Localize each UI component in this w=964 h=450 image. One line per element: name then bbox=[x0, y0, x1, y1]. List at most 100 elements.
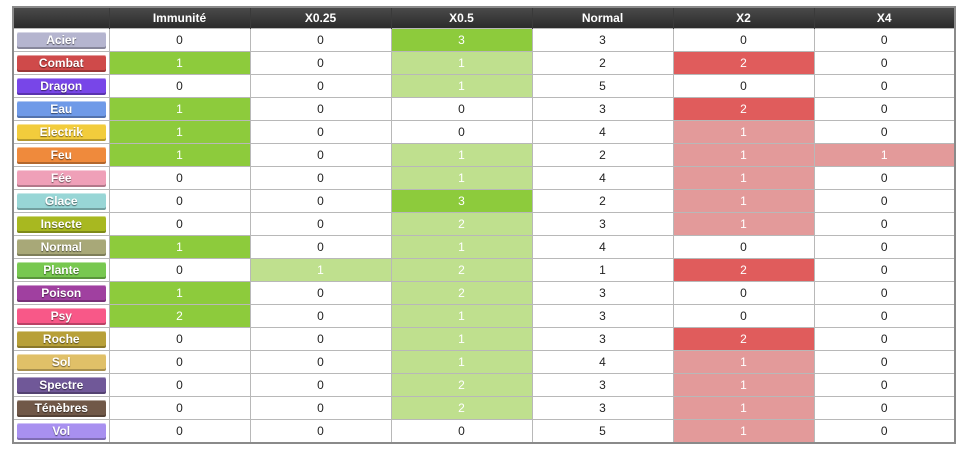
value-cell: 0 bbox=[108, 189, 251, 213]
value-cell: 2 bbox=[390, 212, 533, 236]
value-cell: 2 bbox=[390, 373, 533, 397]
type-cell: Combat bbox=[12, 51, 110, 75]
value-cell: 0 bbox=[813, 327, 956, 351]
table-row: Spectre 0 0 2 3 1 0 bbox=[12, 373, 956, 397]
value-cell: 0 bbox=[108, 258, 251, 282]
value-cell: 0 bbox=[249, 235, 392, 259]
value-cell: 0 bbox=[249, 51, 392, 75]
value-cell: 0 bbox=[672, 235, 815, 259]
value-cell: 0 bbox=[813, 189, 956, 213]
value-cell: 1 bbox=[672, 189, 815, 213]
table-row: Acier 0 0 3 3 0 0 bbox=[12, 28, 956, 52]
value-cell: 1 bbox=[390, 51, 533, 75]
value-cell: 3 bbox=[531, 97, 674, 121]
value-cell: 5 bbox=[531, 74, 674, 98]
value-cell: 1 bbox=[390, 304, 533, 328]
value-cell: 1 bbox=[390, 74, 533, 98]
header-immunite: Immunité bbox=[109, 7, 251, 29]
value-cell: 3 bbox=[531, 281, 674, 305]
type-cell: Eau bbox=[12, 97, 110, 121]
table-row: Electrik 1 0 0 4 1 0 bbox=[12, 120, 956, 144]
value-cell: 0 bbox=[108, 28, 251, 52]
value-cell: 0 bbox=[249, 327, 392, 351]
value-cell: 1 bbox=[108, 97, 251, 121]
table-row: Combat 1 0 1 2 2 0 bbox=[12, 51, 956, 75]
type-badge: Eau bbox=[17, 100, 106, 118]
value-cell: 1 bbox=[108, 51, 251, 75]
value-cell: 0 bbox=[249, 373, 392, 397]
type-cell: Psy bbox=[12, 304, 110, 328]
value-cell: 0 bbox=[108, 419, 251, 444]
header-x4: X4 bbox=[814, 7, 956, 29]
value-cell: 0 bbox=[108, 327, 251, 351]
value-cell: 0 bbox=[813, 419, 956, 444]
value-cell: 4 bbox=[531, 166, 674, 190]
value-cell: 0 bbox=[249, 304, 392, 328]
value-cell: 3 bbox=[531, 396, 674, 420]
value-cell: 0 bbox=[813, 166, 956, 190]
value-cell: 0 bbox=[249, 212, 392, 236]
value-cell: 3 bbox=[531, 304, 674, 328]
value-cell: 0 bbox=[249, 166, 392, 190]
value-cell: 0 bbox=[390, 97, 533, 121]
value-cell: 2 bbox=[531, 189, 674, 213]
type-cell: Spectre bbox=[12, 373, 110, 397]
header-row: Immunité X0.25 X0.5 Normal X2 X4 bbox=[13, 7, 956, 29]
value-cell: 0 bbox=[672, 28, 815, 52]
value-cell: 0 bbox=[813, 120, 956, 144]
type-badge: Dragon bbox=[17, 77, 106, 95]
table-row: Insecte 0 0 2 3 1 0 bbox=[12, 212, 956, 236]
table-row: Normal 1 0 1 4 0 0 bbox=[12, 235, 956, 259]
value-cell: 1 bbox=[672, 166, 815, 190]
value-cell: 3 bbox=[390, 189, 533, 213]
value-cell: 3 bbox=[531, 373, 674, 397]
value-cell: 0 bbox=[108, 396, 251, 420]
table-row: Roche 0 0 1 3 2 0 bbox=[12, 327, 956, 351]
type-badge: Vol bbox=[17, 422, 106, 440]
value-cell: 4 bbox=[531, 120, 674, 144]
value-cell: 1 bbox=[672, 373, 815, 397]
value-cell: 0 bbox=[108, 373, 251, 397]
type-cell: Ténèbres bbox=[12, 396, 110, 420]
type-badge: Sol bbox=[17, 353, 106, 371]
value-cell: 1 bbox=[108, 120, 251, 144]
type-coverage-table: Immunité X0.25 X0.5 Normal X2 X4 Acier 0 0… bbox=[12, 6, 956, 444]
value-cell: 1 bbox=[390, 327, 533, 351]
type-badge: Acier bbox=[17, 31, 106, 49]
table-row: Vol 0 0 0 5 1 0 bbox=[12, 419, 956, 444]
value-cell: 1 bbox=[672, 350, 815, 374]
type-badge: Glace bbox=[17, 192, 106, 210]
value-cell: 1 bbox=[672, 419, 815, 444]
value-cell: 3 bbox=[531, 212, 674, 236]
value-cell: 0 bbox=[672, 304, 815, 328]
value-cell: 0 bbox=[249, 143, 392, 167]
table-row: Feu 1 0 1 2 1 1 bbox=[12, 143, 956, 167]
type-badge: Psy bbox=[17, 307, 106, 325]
type-badge: Electrik bbox=[17, 123, 106, 141]
value-cell: 2 bbox=[390, 281, 533, 305]
value-cell: 0 bbox=[813, 28, 956, 52]
value-cell: 0 bbox=[672, 74, 815, 98]
type-cell: Poison bbox=[12, 281, 110, 305]
type-cell: Dragon bbox=[12, 74, 110, 98]
value-cell: 2 bbox=[390, 258, 533, 282]
value-cell: 0 bbox=[108, 74, 251, 98]
value-cell: 1 bbox=[531, 258, 674, 282]
value-cell: 2 bbox=[531, 51, 674, 75]
header-x2: X2 bbox=[673, 7, 815, 29]
value-cell: 0 bbox=[813, 373, 956, 397]
value-cell: 0 bbox=[249, 189, 392, 213]
table-row: Eau 1 0 0 3 2 0 bbox=[12, 97, 956, 121]
value-cell: 0 bbox=[813, 97, 956, 121]
value-cell: 0 bbox=[813, 258, 956, 282]
type-cell: Plante bbox=[12, 258, 110, 282]
type-badge: Combat bbox=[17, 54, 106, 72]
value-cell: 0 bbox=[108, 166, 251, 190]
value-cell: 0 bbox=[813, 212, 956, 236]
type-badge: Ténèbres bbox=[17, 399, 106, 417]
value-cell: 0 bbox=[813, 235, 956, 259]
type-cell: Fée bbox=[12, 166, 110, 190]
value-cell: 0 bbox=[813, 51, 956, 75]
value-cell: 0 bbox=[249, 28, 392, 52]
type-cell: Electrik bbox=[12, 120, 110, 144]
